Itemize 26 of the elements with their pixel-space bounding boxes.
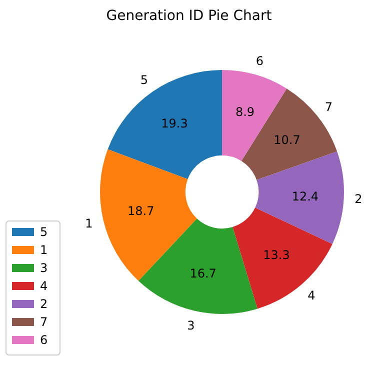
- legend-label: 1: [40, 243, 48, 258]
- slice-label: 4: [308, 288, 316, 303]
- slice-label: 7: [324, 100, 332, 114]
- slice-label: 6: [256, 54, 264, 68]
- slice-label: 2: [354, 192, 362, 206]
- data-label: 19.3: [161, 116, 188, 131]
- chart-title: Generation ID Pie Chart: [106, 8, 272, 24]
- data-label: 16.7: [190, 266, 216, 280]
- data-label: 13.3: [263, 248, 290, 262]
- data-label: 8.9: [235, 105, 255, 120]
- donut-slice: [232, 208, 332, 309]
- legend-label: 7: [40, 315, 48, 330]
- legend-label: 6: [40, 333, 48, 348]
- legend-label: 4: [40, 279, 48, 294]
- donut-slice: [255, 151, 344, 244]
- slice-label: 5: [140, 72, 148, 87]
- legend-label: 5: [40, 225, 48, 240]
- legend-label: 3: [40, 261, 48, 276]
- data-label: 12.4: [292, 189, 319, 204]
- data-label: 10.7: [274, 133, 300, 148]
- donut-slice: [108, 70, 222, 180]
- legend-label: 2: [40, 297, 48, 312]
- donut-slice: [138, 218, 258, 314]
- data-label: 18.7: [128, 204, 154, 218]
- slice-label: 1: [85, 216, 93, 230]
- slice-label: 3: [187, 318, 195, 332]
